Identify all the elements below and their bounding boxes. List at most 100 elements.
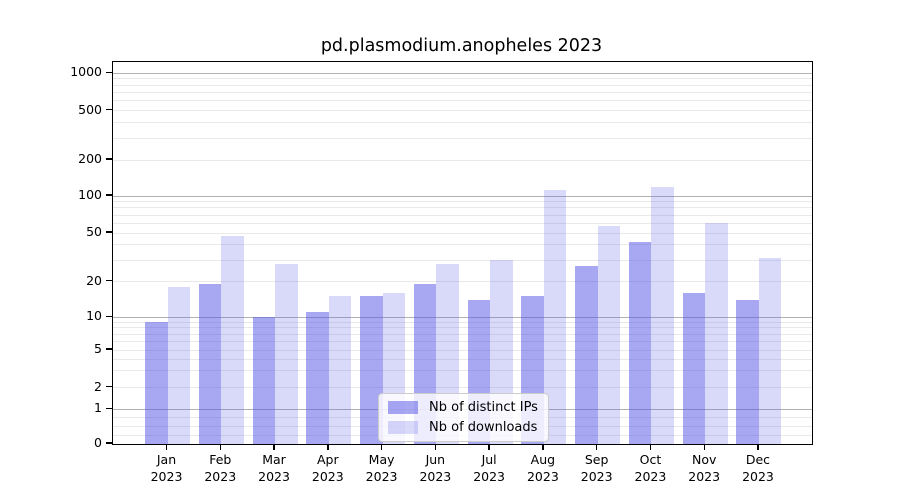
y-tick-mark: [106, 348, 112, 350]
x-tick-month: Dec: [745, 452, 771, 467]
legend-label: Nb of downloads: [429, 420, 538, 435]
x-tick-mark: [273, 444, 275, 451]
gridline-minor: [113, 201, 812, 203]
bar-distinct-ips-feb: [198, 284, 222, 444]
gridline-minor: [113, 340, 812, 342]
x-tick-month: Aug: [530, 452, 556, 467]
bar-distinct-ips-apr: [306, 312, 329, 444]
x-tick-mark: [165, 444, 168, 451]
legend-row: Nb of downloads: [388, 420, 538, 435]
gridline-minor: [113, 281, 812, 283]
gridline-minor: [113, 387, 812, 388]
chart-title: pd.plasmodium.anopheles 2023: [320, 36, 603, 56]
x-tick-label: Nov 2023: [672, 451, 736, 485]
gridline-minor: [113, 358, 812, 360]
legend: Nb of distinct IPs Nb of downloads: [378, 393, 549, 442]
x-tick-mark: [649, 444, 652, 451]
bar-downloads-aug: [543, 190, 567, 444]
x-tick-month: Jul: [481, 452, 497, 467]
gridline-minor: [113, 333, 812, 335]
x-tick-mark: [542, 444, 544, 451]
x-tick-year: 2023: [204, 469, 237, 484]
gridline-minor: [113, 232, 812, 234]
x-tick-year: 2023: [742, 469, 774, 484]
y-tick-label: 0: [94, 435, 102, 450]
gridline-minor: [113, 100, 812, 102]
x-tick-label: Oct 2023: [618, 451, 682, 485]
x-tick-label: Feb 2023: [188, 451, 252, 485]
x-tick-mark: [434, 444, 437, 451]
x-tick-year: 2023: [634, 469, 667, 484]
bar-downloads-oct: [651, 186, 674, 444]
y-tick-label: 5: [94, 341, 102, 356]
y-tick-mark: [106, 71, 112, 73]
gridline-minor: [113, 159, 812, 161]
y-tick-mark: [106, 280, 112, 282]
x-tick-label: Apr 2023: [296, 451, 360, 485]
x-tick-year: 2023: [580, 469, 613, 484]
x-tick-label: Sep 2023: [565, 451, 629, 485]
y-tick-mark: [106, 315, 112, 317]
gridline-minor: [113, 122, 812, 124]
gridline-major: [113, 316, 812, 318]
gridline-minor: [113, 327, 812, 329]
bar-downloads-nov: [705, 223, 728, 444]
y-tick-label: 1000: [70, 64, 102, 80]
x-tick-year: 2023: [419, 469, 452, 484]
x-tick-mark: [327, 444, 329, 451]
y-tick-label: 10: [86, 308, 102, 324]
x-tick-label: May 2023: [350, 451, 414, 485]
x-tick-label: Aug 2023: [511, 451, 575, 485]
x-tick-year: 2023: [526, 469, 559, 484]
x-tick-year: 2023: [473, 469, 506, 484]
x-tick-year: 2023: [311, 469, 344, 484]
y-tick-label: 2: [94, 378, 102, 394]
gridline-minor: [113, 78, 812, 80]
y-tick-mark: [106, 108, 112, 111]
y-tick-label: 20: [86, 272, 102, 288]
x-tick-year: 2023: [365, 469, 398, 484]
gridline-minor: [113, 349, 812, 351]
legend-row: Nb of distinct IPs: [388, 400, 538, 415]
y-tick-mark: [106, 442, 112, 444]
x-tick-month: Jun: [425, 452, 446, 467]
x-tick-label: Dec 2023: [726, 451, 790, 485]
legend-swatch-distinct-ips: [388, 401, 418, 414]
x-tick-label: Jul 2023: [457, 451, 521, 485]
bar-distinct-ips-dec: [736, 300, 759, 444]
legend-label: Nb of distinct IPs: [429, 400, 538, 415]
bar-downloads-dec: [758, 258, 782, 444]
x-tick-mark: [380, 444, 383, 451]
gridline-minor: [113, 110, 812, 111]
x-tick-label: Jun 2023: [403, 451, 467, 485]
bar-distinct-ips-nov: [682, 293, 706, 444]
legend-swatch-downloads: [388, 421, 418, 434]
x-tick-mark: [757, 444, 759, 451]
gridline-minor: [113, 244, 812, 246]
gridline-minor: [113, 214, 812, 216]
gridline-minor: [113, 91, 812, 93]
y-tick-label: 200: [78, 151, 102, 166]
bar-downloads-apr: [328, 296, 352, 444]
x-tick-year: 2023: [258, 469, 290, 484]
bar-distinct-ips-sep: [575, 265, 598, 444]
y-tick-mark: [106, 407, 112, 409]
x-tick-month: Mar: [262, 452, 286, 467]
x-tick-month: Oct: [639, 452, 662, 467]
plot-area: Nb of distinct IPs Nb of downloads: [112, 61, 813, 445]
y-tick-label: 50: [86, 224, 102, 239]
bar-downloads-mar: [275, 263, 298, 444]
y-tick-mark: [106, 158, 112, 160]
gridline-major: [113, 72, 812, 74]
gridline-minor: [113, 259, 812, 261]
gridline-minor: [113, 321, 812, 323]
gridline-minor: [113, 370, 812, 372]
y-tick-label: 100: [78, 187, 102, 202]
y-tick-label: 1: [94, 400, 102, 416]
gridline-minor: [113, 207, 812, 209]
bar-distinct-ips-oct: [628, 242, 652, 444]
x-tick-mark: [488, 444, 490, 451]
y-tick-mark: [106, 194, 112, 196]
y-tick-mark: [106, 385, 112, 388]
